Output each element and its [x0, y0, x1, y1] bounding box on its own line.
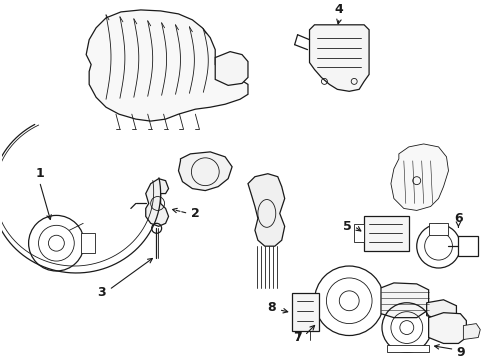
Text: 4: 4	[335, 4, 343, 17]
Polygon shape	[86, 10, 248, 121]
Text: 8: 8	[268, 301, 276, 314]
Bar	[459, 236, 478, 256]
Polygon shape	[464, 324, 480, 339]
Polygon shape	[310, 25, 369, 91]
Text: 1: 1	[35, 167, 44, 180]
Bar	[429, 223, 448, 235]
Bar	[364, 216, 409, 251]
Polygon shape	[387, 346, 429, 352]
Bar	[81, 233, 95, 253]
Polygon shape	[427, 300, 456, 320]
Bar	[354, 224, 364, 242]
Polygon shape	[178, 152, 232, 190]
Polygon shape	[381, 283, 429, 318]
Text: 7: 7	[293, 331, 302, 344]
Text: 3: 3	[97, 286, 105, 299]
Text: 5: 5	[343, 220, 352, 233]
Polygon shape	[215, 51, 248, 85]
Polygon shape	[429, 313, 466, 343]
Polygon shape	[146, 179, 169, 226]
Text: 6: 6	[454, 212, 463, 225]
Text: 2: 2	[191, 207, 200, 220]
Text: 9: 9	[456, 346, 465, 359]
Polygon shape	[391, 144, 448, 211]
Polygon shape	[248, 174, 285, 246]
Bar	[292, 293, 319, 330]
